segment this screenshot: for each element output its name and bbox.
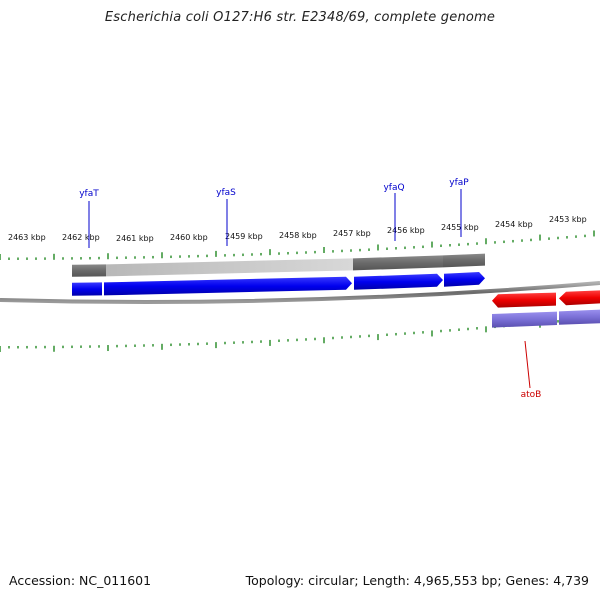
gene-yfaT[interactable] [72, 264, 106, 277]
accession-text: Accession: NC_011601 [9, 573, 152, 588]
gene-label-yfaT[interactable]: yfaT [79, 189, 99, 199]
gene-yfaP[interactable] [443, 253, 485, 268]
ruler-label: 2453 kbp [549, 215, 587, 224]
ruler-label: 2463 kbp [8, 233, 46, 242]
reverse-cds-track [492, 290, 600, 308]
map-title: Escherichia coli O127:H6 str. E2348/69, … [104, 10, 496, 25]
ruler-label: 2457 kbp [333, 229, 371, 238]
gene-yfaS[interactable] [106, 258, 353, 277]
gene-labels: yfaT yfaS yfaQ yfaP atoB [79, 178, 541, 400]
forward-gene-track [72, 253, 485, 277]
cds-yfaS[interactable] [104, 276, 352, 296]
cds-next[interactable] [559, 290, 600, 306]
genome-summary-text: Topology: circular; Length: 4,965,553 bp… [245, 573, 589, 588]
gene-label-yfaS[interactable]: yfaS [216, 188, 236, 198]
gene-yfaQ[interactable] [353, 255, 443, 271]
cds-yfaP[interactable] [444, 272, 485, 287]
ruler-label: 2459 kbp [225, 232, 263, 241]
gene-label-yfaQ[interactable]: yfaQ [383, 183, 404, 193]
ruler-label: 2456 kbp [387, 226, 425, 235]
ruler-label: 2458 kbp [279, 231, 317, 240]
gene-label-yfaP[interactable]: yfaP [449, 178, 469, 188]
forward-cds-track [72, 272, 485, 296]
ruler-label: 2455 kbp [441, 223, 479, 232]
cds-atoB[interactable] [492, 292, 556, 308]
reverse-gene-track [492, 309, 600, 328]
leader-line [524, 340, 531, 389]
genome-backbone [0, 281, 600, 304]
gene-label-atoB[interactable]: atoB [521, 390, 542, 400]
ruler-label: 2454 kbp [495, 220, 533, 229]
gene-atoB[interactable] [492, 311, 557, 328]
cds-yfaQ[interactable] [354, 273, 443, 290]
ruler-label: 2461 kbp [116, 234, 154, 243]
cds-yfaT[interactable] [72, 282, 102, 296]
forward-tick-marks [0, 230, 595, 260]
ruler-labels: 2463 kbp 2462 kbp 2461 kbp 2460 kbp 2459… [8, 215, 587, 243]
ruler-label: 2460 kbp [170, 233, 208, 242]
gene-next[interactable] [559, 309, 600, 325]
ruler-label: 2462 kbp [62, 233, 100, 242]
